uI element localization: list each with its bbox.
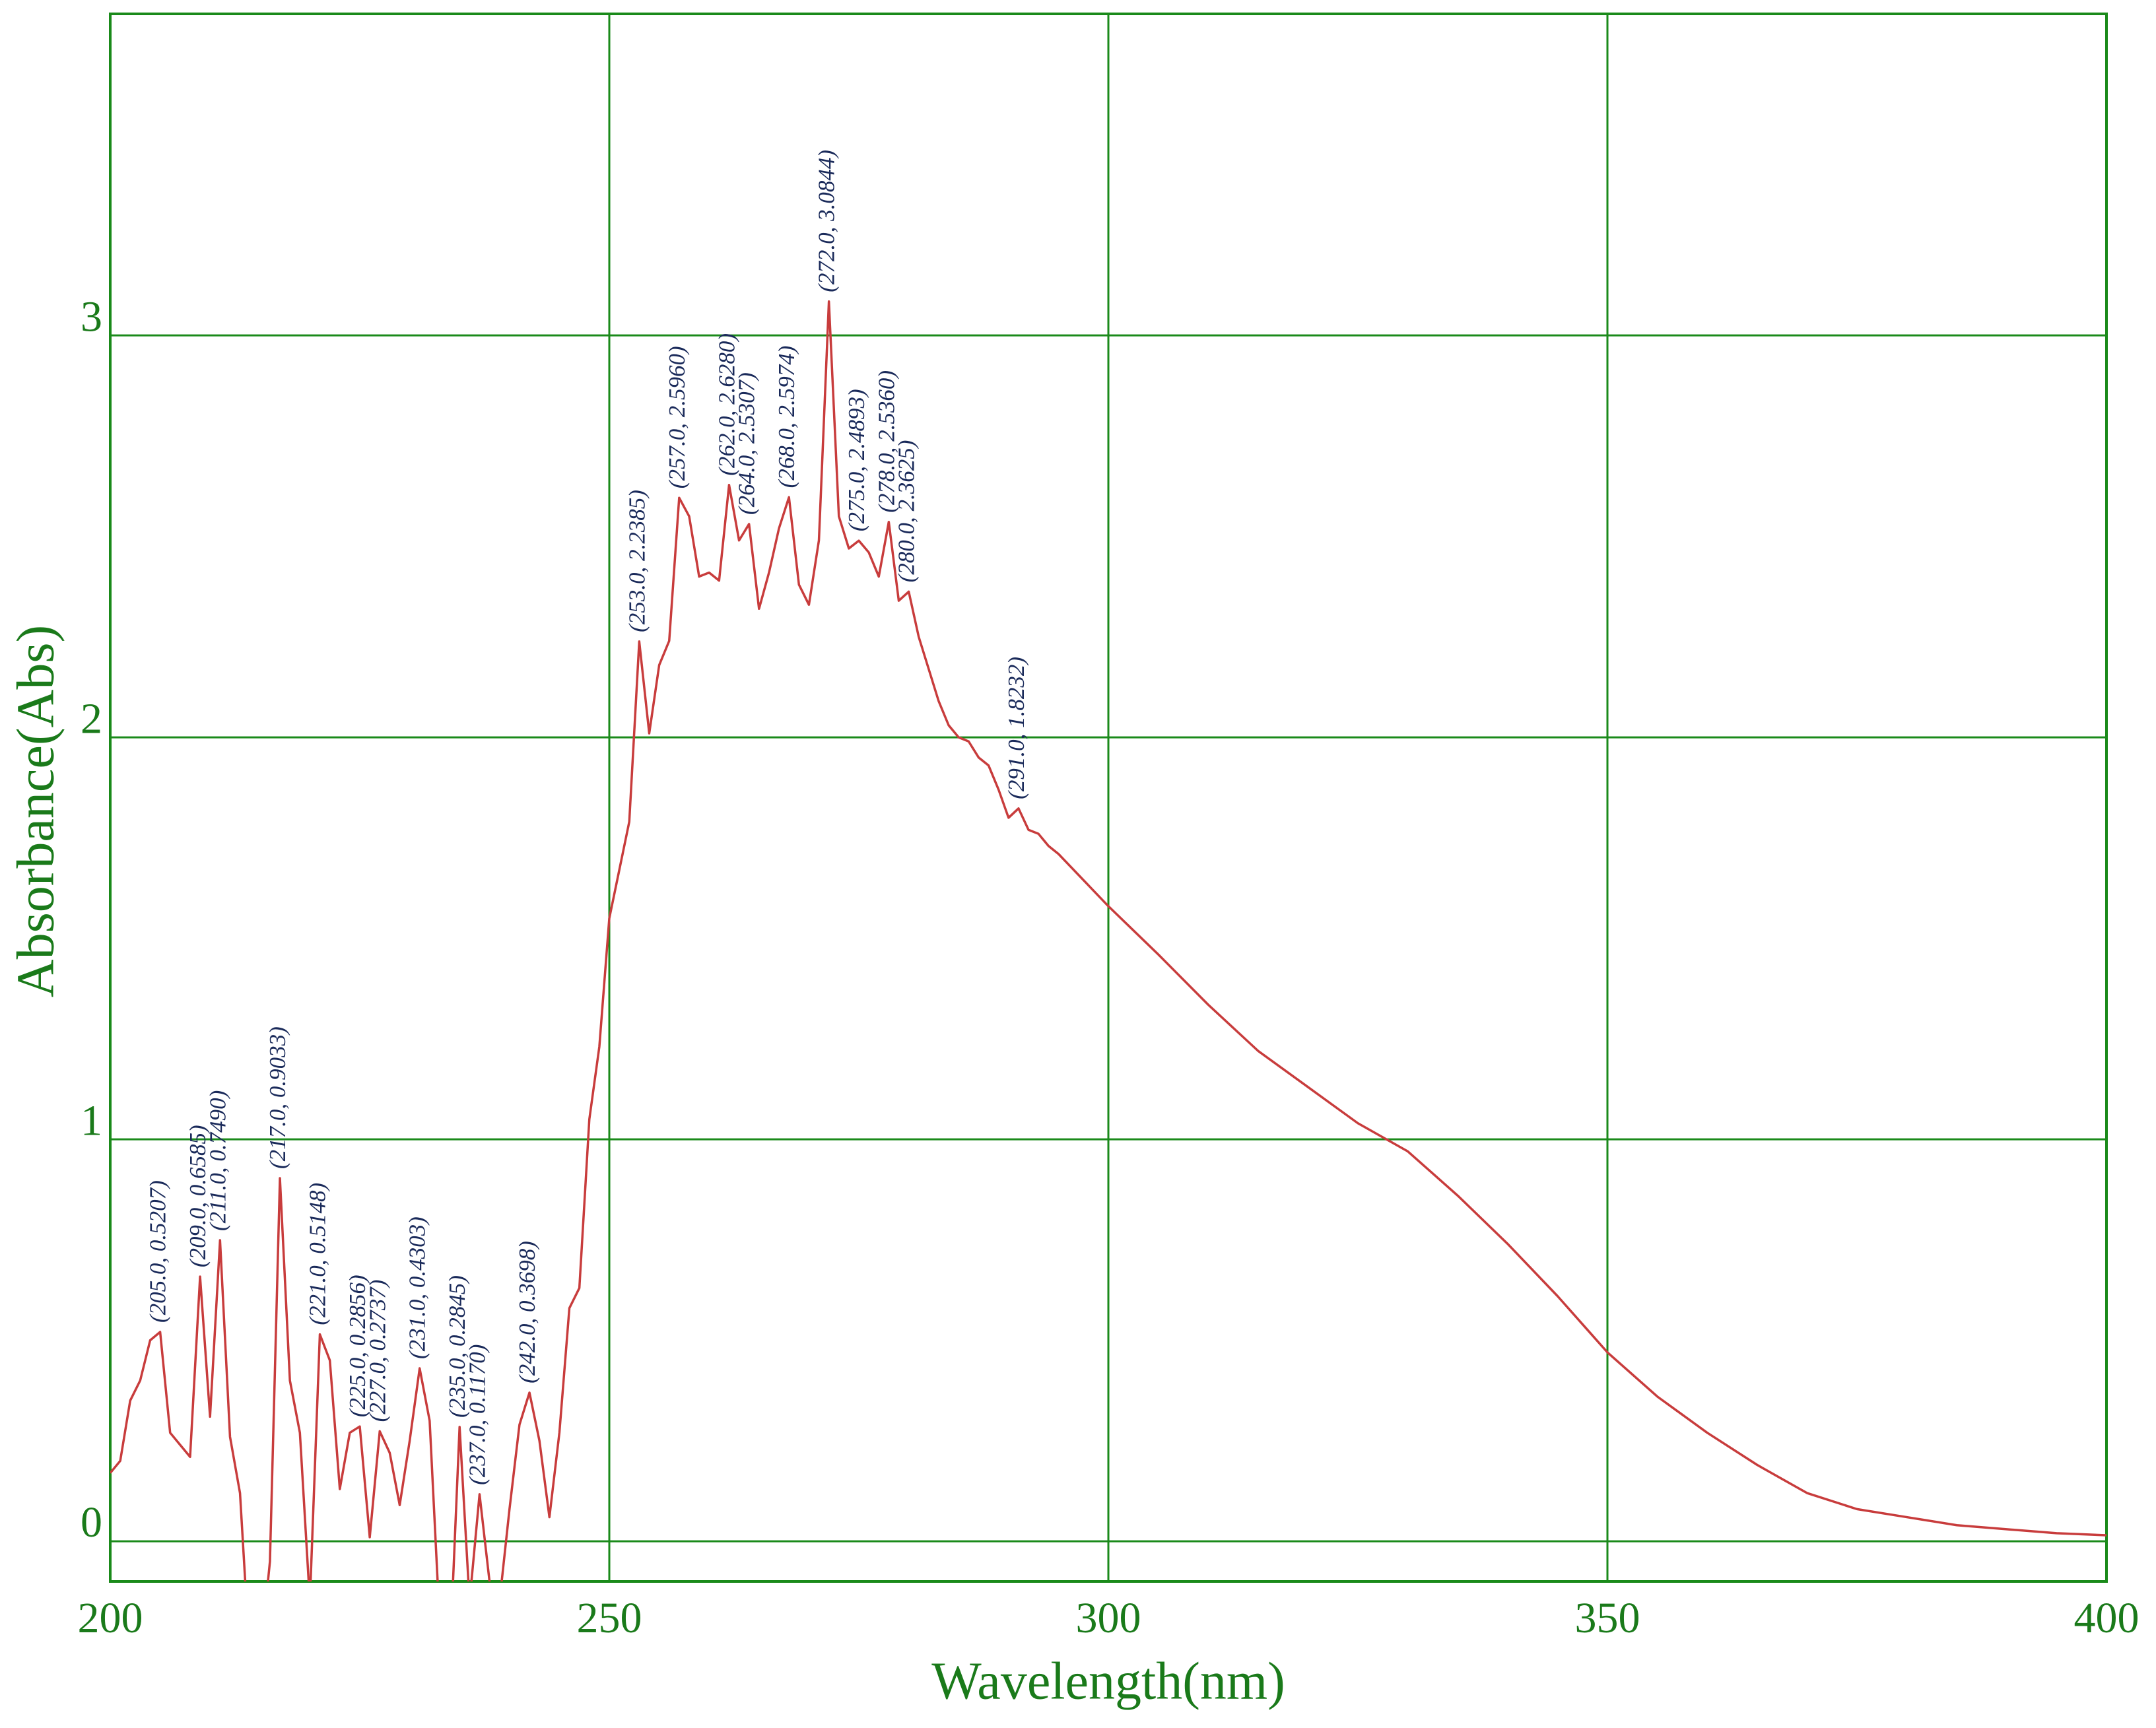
peak-label: (272.0, 3.0844) bbox=[814, 150, 840, 292]
x-axis-title: Wavelength(nm) bbox=[931, 1652, 1285, 1710]
plot-area bbox=[110, 300, 2106, 1581]
peak-label: (217.0, 0.9033) bbox=[265, 1026, 290, 1169]
x-tick-label: 300 bbox=[1076, 1594, 1141, 1642]
y-tick-label: 0 bbox=[81, 1498, 102, 1546]
peak-label: (205.0, 0.5207) bbox=[145, 1180, 171, 1323]
peak-label: (227.0, 0.2737) bbox=[364, 1280, 390, 1422]
peak-label: (242.0, 0.3698) bbox=[514, 1241, 540, 1383]
peak-label: (280.0, 2.3625) bbox=[894, 440, 920, 583]
peak-label: (231.0, 0.4303) bbox=[405, 1216, 430, 1359]
peak-label: (209.0, 0.6585) bbox=[185, 1125, 211, 1267]
peak-label: (275.0, 2.4893) bbox=[844, 389, 869, 531]
x-tick-label: 250 bbox=[577, 1594, 642, 1642]
peak-label: (211.0, 0.7490) bbox=[205, 1090, 230, 1231]
peak-label: (235.0, 0.2845) bbox=[444, 1275, 470, 1418]
x-tick-label: 400 bbox=[2074, 1594, 2139, 1642]
peak-label: (264.0, 2.5307) bbox=[734, 372, 760, 515]
peak-label: (262.0, 2.6280) bbox=[714, 333, 739, 476]
x-tick-label: 200 bbox=[78, 1594, 143, 1642]
y-tick-label: 2 bbox=[81, 694, 102, 743]
peak-label: (268.0, 2.5974) bbox=[774, 346, 799, 488]
y-tick-label: 1 bbox=[81, 1096, 102, 1145]
peak-label: (278.0, 2.5360) bbox=[873, 370, 899, 513]
peak-label: (221.0, 0.5148) bbox=[305, 1183, 331, 1325]
peak-label: (291.0, 1.8232) bbox=[1003, 657, 1029, 799]
data-line bbox=[110, 300, 2106, 1581]
peak-label: (225.0, 0.2856) bbox=[345, 1275, 370, 1417]
peak-label: (237.0, 0.1170) bbox=[464, 1345, 490, 1485]
y-axis-title: Absorbance(Abs) bbox=[7, 625, 65, 997]
y-tick-label: 3 bbox=[81, 292, 102, 341]
peak-label: (257.0, 2.5960) bbox=[664, 346, 690, 488]
x-tick-label: 350 bbox=[1575, 1594, 1640, 1642]
peak-label: (253.0, 2.2385) bbox=[624, 490, 650, 632]
